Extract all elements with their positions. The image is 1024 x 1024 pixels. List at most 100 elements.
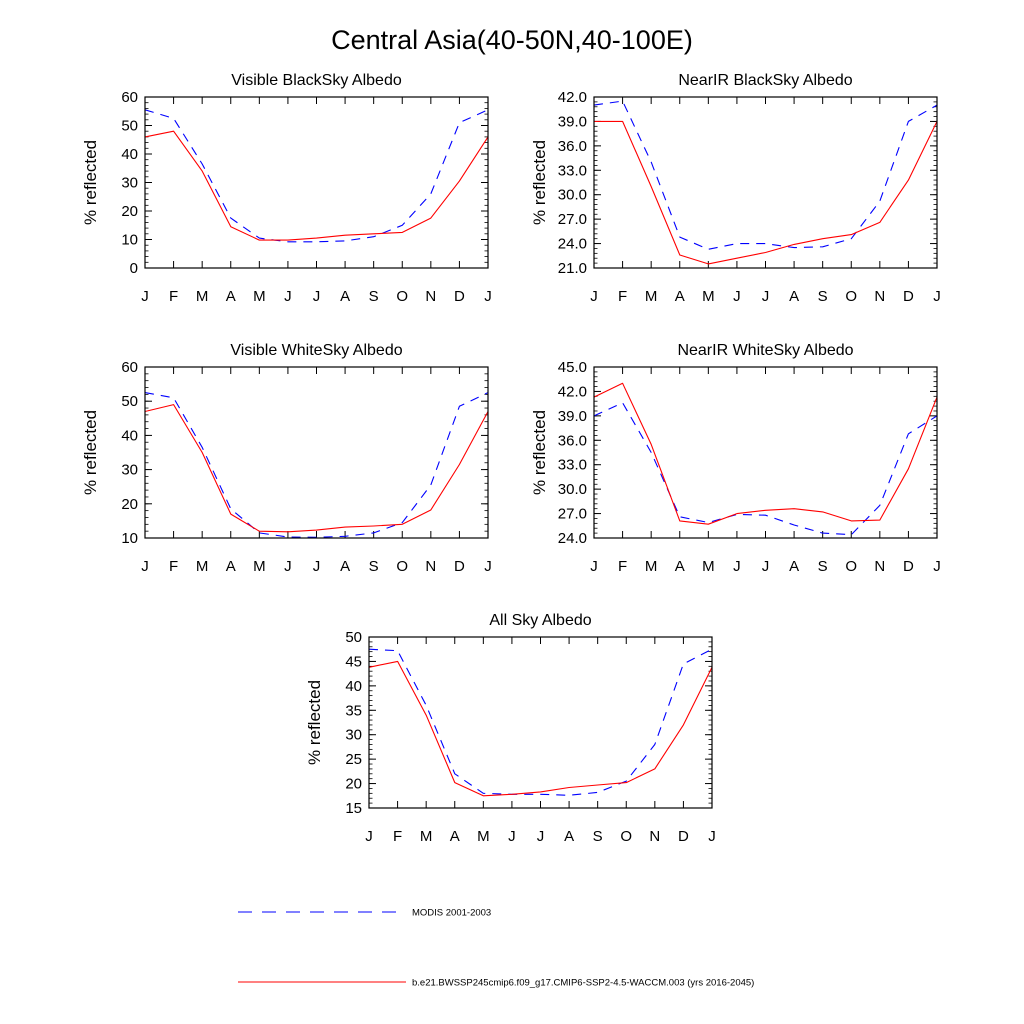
x-tick-label: F xyxy=(169,558,178,575)
y-tick-label: 40 xyxy=(121,146,138,163)
y-tick-label: 21.0 xyxy=(558,260,587,277)
x-tick-label: N xyxy=(874,288,885,305)
x-tick-label: J xyxy=(508,828,516,845)
y-tick-label: 50 xyxy=(121,118,138,135)
legend-label-modis: MODIS 2001-2003 xyxy=(412,908,491,919)
x-tick-label: M xyxy=(645,558,658,575)
series-line-model xyxy=(368,660,713,797)
y-tick-label: 30 xyxy=(345,727,362,744)
panel-title: Visible WhiteSky Albedo xyxy=(230,342,402,359)
x-tick-label: S xyxy=(818,558,828,575)
x-tick-label: A xyxy=(789,558,799,575)
x-tick-label: M xyxy=(196,288,209,305)
x-tick-label: D xyxy=(903,288,914,305)
y-tick-label: 30.0 xyxy=(558,481,587,498)
x-tick-label: A xyxy=(675,288,685,305)
series-line-model xyxy=(594,120,938,265)
panel-title: NearIR BlackSky Albedo xyxy=(678,72,852,89)
y-tick-label: 33.0 xyxy=(558,162,587,179)
x-tick-label: O xyxy=(620,828,632,845)
y-tick-label: 42.0 xyxy=(558,383,587,400)
x-tick-label: J xyxy=(933,558,941,575)
x-tick-label: A xyxy=(226,558,236,575)
series-line-modis xyxy=(593,100,938,250)
legend-label-model: b.e21.BWSSP245cmip6.f09_g17.CMIP6-SSP2-4… xyxy=(412,978,754,989)
series-line-modis xyxy=(593,402,938,536)
x-tick-label: N xyxy=(874,558,885,575)
x-tick-label: J xyxy=(590,558,598,575)
x-tick-label: O xyxy=(845,558,857,575)
y-tick-label: 20 xyxy=(121,203,138,220)
x-tick-label: S xyxy=(818,288,828,305)
panel-title: Visible BlackSky Albedo xyxy=(231,72,402,89)
x-tick-label: S xyxy=(369,288,379,305)
x-tick-label: J xyxy=(762,558,770,575)
y-tick-label: 25 xyxy=(345,751,362,768)
x-tick-label: J xyxy=(762,288,770,305)
x-tick-label: N xyxy=(425,558,436,575)
y-tick-label: 24.0 xyxy=(558,236,587,253)
y-tick-label: 40 xyxy=(121,427,138,444)
x-tick-label: M xyxy=(253,288,266,305)
y-tick-label: 33.0 xyxy=(558,457,587,474)
x-tick-label: J xyxy=(733,288,741,305)
x-tick-label: J xyxy=(141,288,149,305)
series-line-model xyxy=(593,382,938,525)
y-tick-label: 24.0 xyxy=(558,530,587,547)
y-tick-label: 36.0 xyxy=(558,138,587,155)
x-tick-label: J xyxy=(590,288,598,305)
x-tick-label: J xyxy=(141,558,149,575)
plot-frame xyxy=(593,96,938,269)
y-tick-label: 45.0 xyxy=(558,359,587,376)
figure-title: Central Asia(40-50N,40-100E) xyxy=(331,25,693,55)
x-tick-label: J xyxy=(313,558,321,575)
series-line-model xyxy=(144,130,489,241)
y-tick-label: 10 xyxy=(121,232,138,249)
x-tick-label: S xyxy=(369,558,379,575)
x-tick-label: D xyxy=(678,828,689,845)
x-tick-label: A xyxy=(226,288,236,305)
x-tick-label: J xyxy=(284,288,292,305)
x-tick-label: F xyxy=(169,288,178,305)
x-tick-label: A xyxy=(675,558,685,575)
x-tick-label: A xyxy=(789,288,799,305)
x-tick-label: A xyxy=(340,288,350,305)
x-tick-label: S xyxy=(593,828,603,845)
legend: MODIS 2001-2003 b.e21.BWSSP245cmip6.f09_… xyxy=(238,908,754,989)
y-tick-label: 30.0 xyxy=(558,187,587,204)
x-tick-label: D xyxy=(903,558,914,575)
y-tick-label: 0 xyxy=(130,260,138,277)
x-tick-label: F xyxy=(618,558,627,575)
y-tick-label: 30 xyxy=(121,462,138,479)
y-tick-label: 39.0 xyxy=(558,113,587,130)
x-tick-label: J xyxy=(365,828,373,845)
y-tick-label: 39.0 xyxy=(558,408,587,425)
x-tick-label: M xyxy=(645,288,658,305)
y-axis-label: % reflected xyxy=(81,410,100,495)
x-tick-label: J xyxy=(933,288,941,305)
y-tick-label: 35 xyxy=(345,702,362,719)
x-tick-label: M xyxy=(702,558,715,575)
x-tick-label: A xyxy=(450,828,460,845)
y-tick-label: 40 xyxy=(345,678,362,695)
panel-title: All Sky Albedo xyxy=(489,612,591,629)
x-tick-label: A xyxy=(340,558,350,575)
plot-frame xyxy=(144,96,489,269)
x-tick-label: M xyxy=(420,828,433,845)
x-tick-label: J xyxy=(484,288,492,305)
x-tick-label: M xyxy=(702,288,715,305)
x-tick-label: O xyxy=(845,288,857,305)
plot-frame xyxy=(593,366,938,539)
y-tick-label: 50 xyxy=(345,629,362,646)
x-tick-label: F xyxy=(618,288,627,305)
x-tick-label: M xyxy=(253,558,266,575)
y-axis-label: % reflected xyxy=(530,140,549,225)
y-tick-label: 20 xyxy=(121,496,138,513)
x-tick-label: D xyxy=(454,558,465,575)
y-tick-label: 45 xyxy=(345,653,362,670)
